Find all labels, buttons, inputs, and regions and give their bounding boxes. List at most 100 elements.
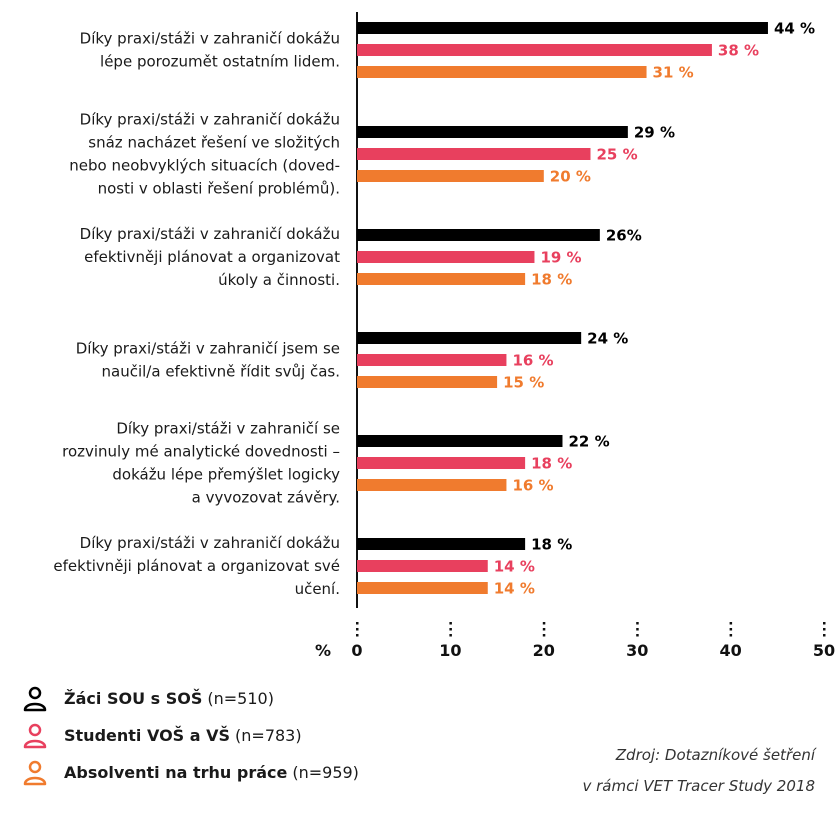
value-label: 25 % xyxy=(597,146,638,164)
category-label-line: nosti v oblasti řešení problémů). xyxy=(98,180,340,198)
category-label-line: učení. xyxy=(295,580,340,598)
category-label: Díky praxi/stáži v zahraničí dokážu efekt… xyxy=(53,534,340,598)
legend-count: (n=783) xyxy=(235,726,302,745)
value-label: 16 % xyxy=(512,352,553,370)
tick-label: 30 xyxy=(626,641,648,660)
legend-item-absolventi: Absolventi na trhu práce (n=959) xyxy=(22,754,359,791)
tick-mark xyxy=(729,628,733,631)
category-label: Díky praxi/stáži v zahraničí se rozvinuly… xyxy=(62,420,340,507)
legend-item-zaci: Žáci SOU s SOŠ (n=510) xyxy=(22,680,359,717)
bar-chart: Díky praxi/stáži v zahraničí dokážu lépe … xyxy=(53,12,835,660)
category-label-line: Díky praxi/stáži v zahraničí dokážu xyxy=(80,111,340,129)
category-label-line: efektivněji plánovat a organizovat xyxy=(84,248,340,266)
category-label-line: Díky praxi/stáži v zahraničí dokážu xyxy=(80,30,340,48)
source-line-1: Zdroj: Dotazníkové šetření xyxy=(615,746,815,764)
tick-label: 40 xyxy=(719,641,741,660)
bar xyxy=(357,22,768,34)
category-label-line: Díky praxi/stáži v zahraničí jsem se xyxy=(76,340,340,358)
tick-mark xyxy=(636,628,639,631)
value-label: 15 % xyxy=(503,374,544,392)
person-icon xyxy=(23,760,47,785)
bar xyxy=(357,457,526,469)
tick-mark xyxy=(449,628,452,631)
person-icon xyxy=(23,723,47,748)
bar xyxy=(357,332,582,344)
category-label-line: dokážu lépe přemýšlet logicky xyxy=(112,466,340,484)
category-label-line: Díky praxi/stáži v zahraničí dokážu xyxy=(80,225,340,243)
category-label-line: rozvinuly mé analytické dovednosti – xyxy=(62,443,340,461)
tick-mark xyxy=(542,634,546,637)
category-label: Díky praxi/stáži v zahraničí jsem se nauč… xyxy=(76,340,340,381)
category-label-line: nebo neobvyklých situacích (doved- xyxy=(69,157,340,175)
category-label-line: úkoly a činnosti. xyxy=(218,271,340,289)
bar xyxy=(357,170,544,182)
value-label: 22 % xyxy=(568,433,609,451)
value-label: 14 % xyxy=(494,580,535,598)
tick-mark xyxy=(823,628,826,631)
category-label-line: snáz nacházet řešení ve složitých xyxy=(88,134,340,152)
legend-label: Absolventi na trhu práce xyxy=(64,763,288,782)
value-label: 18 % xyxy=(531,271,572,289)
tick-label: 0 xyxy=(351,641,362,660)
legend-count: (n=959) xyxy=(292,763,359,782)
value-label: 29 % xyxy=(634,124,675,142)
tick-mark xyxy=(729,634,733,637)
tick-mark xyxy=(542,628,546,631)
bar xyxy=(357,479,507,491)
tick-mark xyxy=(356,634,359,637)
legend-item-studenti: Studenti VOŠ a VŠ (n=783) xyxy=(22,717,359,754)
tick-mark xyxy=(356,628,359,631)
tick-mark xyxy=(449,622,452,625)
tick-mark xyxy=(356,622,359,625)
value-label: 38 % xyxy=(718,42,759,60)
category-label-line: Díky praxi/stáži v zahraničí se xyxy=(116,420,340,438)
bar xyxy=(357,560,488,572)
bar xyxy=(357,273,526,285)
legend-label: Žáci SOU s SOŠ xyxy=(64,689,203,708)
category-label-line: lépe porozumět ostatním lidem. xyxy=(100,53,340,71)
value-label: 18 % xyxy=(531,455,572,473)
bar xyxy=(357,582,488,594)
tick-mark xyxy=(823,634,826,637)
tick-mark xyxy=(823,622,826,625)
legend: Žáci SOU s SOŠ (n=510) Studenti VOŠ a VŠ… xyxy=(22,680,359,791)
person-icon xyxy=(23,686,47,711)
tick-label: 50 xyxy=(813,641,835,660)
bar xyxy=(357,538,526,550)
legend-count: (n=510) xyxy=(207,689,274,708)
category-label-line: a vyvozovat závěry. xyxy=(192,489,340,507)
category-label-line: efektivněji plánovat a organizovat své xyxy=(53,557,340,575)
tick-label: 20 xyxy=(533,641,555,660)
bar xyxy=(357,251,535,263)
x-axis-label: % xyxy=(315,641,331,660)
tick-label: 10 xyxy=(439,641,461,660)
category-label: Díky praxi/stáži v zahraničí dokážu snáz … xyxy=(69,111,340,198)
category-label: Díky praxi/stáži v zahraničí dokážu lépe … xyxy=(80,30,340,71)
value-label: 19 % xyxy=(540,249,581,267)
tick-mark xyxy=(729,622,733,625)
bar xyxy=(357,376,498,388)
value-label: 24 % xyxy=(587,330,628,348)
category-label-line: Díky praxi/stáži v zahraničí dokážu xyxy=(80,534,340,552)
value-label: 18 % xyxy=(531,536,572,554)
category-label-line: naučil/a efektivně řídit svůj čas. xyxy=(102,363,340,381)
bar xyxy=(357,66,647,78)
legend-label: Studenti VOŠ a VŠ xyxy=(64,726,231,745)
tick-mark xyxy=(542,622,546,625)
bar xyxy=(357,354,507,366)
value-label: 14 % xyxy=(494,558,535,576)
source-line-2: v rámci VET Tracer Study 2018 xyxy=(582,777,816,795)
value-label: 44 % xyxy=(774,20,815,38)
category-label: Díky praxi/stáži v zahraničí dokážu efekt… xyxy=(80,225,340,289)
value-label: 20 % xyxy=(550,168,591,186)
bar xyxy=(357,148,591,160)
value-label: 16 % xyxy=(512,477,553,495)
bar xyxy=(357,229,600,241)
tick-mark xyxy=(636,634,639,637)
value-label: 31 % xyxy=(653,64,694,82)
tick-mark xyxy=(449,634,452,637)
bar xyxy=(357,44,712,56)
value-label: 26% xyxy=(606,227,642,245)
bar xyxy=(357,126,628,138)
tick-mark xyxy=(636,622,639,625)
